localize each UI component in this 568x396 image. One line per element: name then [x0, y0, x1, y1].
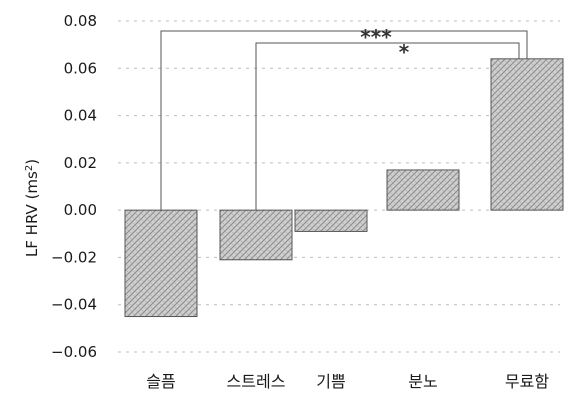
x-category-label: 분노 — [408, 372, 437, 391]
x-category-label: 기쁨 — [316, 372, 345, 391]
bar — [294, 209, 368, 232]
bar — [124, 209, 198, 318]
y-axis-label: LF HRV (ms2) — [23, 159, 41, 257]
y-axis-ticks: 0.08 0.06 0.04 0.02 0.00 −0.02 −0.04 −0.06 — [51, 12, 97, 361]
bars — [124, 58, 564, 318]
significance-brackets: **** — [160, 25, 528, 211]
significance-bracket — [160, 30, 528, 211]
y-axis-label-close: ) — [23, 159, 41, 165]
bar — [386, 169, 460, 211]
bar — [490, 58, 564, 211]
y-tick-label: −0.02 — [51, 248, 97, 266]
y-axis-label-sup: 2 — [24, 165, 35, 171]
x-category-label: 무료함 — [505, 372, 549, 391]
y-tick-label: 0.06 — [64, 59, 97, 77]
y-axis-label-main: LF HRV (ms — [23, 171, 41, 257]
x-axis-categories: 슬픔 스트레스 기쁨 분노 무료함 — [146, 372, 549, 391]
y-tick-label: 0.02 — [64, 154, 97, 172]
y-tick-label: 0.04 — [64, 107, 97, 125]
significance-bracket — [255, 42, 520, 211]
x-category-label: 슬픔 — [146, 372, 175, 391]
y-tick-label: −0.06 — [51, 343, 97, 361]
bar — [219, 209, 293, 261]
significance-label: *** — [360, 25, 392, 49]
y-tick-label: 0.00 — [64, 201, 97, 219]
significance-label: * — [399, 40, 410, 64]
y-tick-label: −0.04 — [51, 296, 97, 314]
x-category-label: 스트레스 — [227, 372, 286, 391]
y-tick-label: 0.08 — [64, 12, 97, 30]
